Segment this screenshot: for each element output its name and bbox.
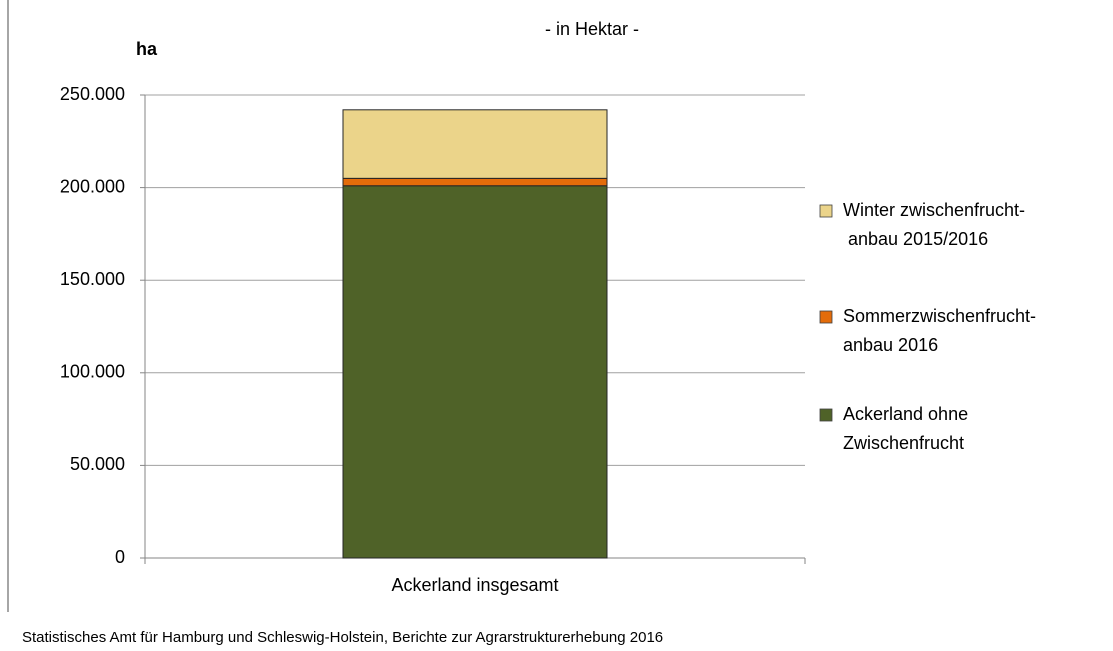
y-tick-label: 150.000 — [60, 269, 125, 289]
legend-swatch — [819, 408, 833, 422]
legend-swatch — [819, 310, 833, 324]
y-tick-label: 250.000 — [60, 84, 125, 104]
legend-label: Sommerzwischenfrucht-anbau 2016 — [843, 306, 1036, 355]
y-tick-label: 50.000 — [70, 454, 125, 474]
y-axis-label: ha — [136, 39, 158, 59]
legend-label: Winter zwischenfrucht- anbau 2015/2016 — [843, 200, 1025, 249]
bar-segment — [342, 177, 608, 187]
bar-segment — [342, 185, 608, 559]
legend-swatch — [819, 204, 833, 218]
y-tick-label: 0 — [115, 547, 125, 567]
x-tick-label: Ackerland insgesamt — [391, 575, 558, 595]
y-tick-label: 100.000 — [60, 362, 125, 382]
chart-subtitle: - in Hektar - — [545, 19, 639, 39]
bar-segment — [342, 109, 608, 179]
y-tick-label: 200.000 — [60, 176, 125, 196]
source-note: Statistisches Amt für Hamburg und Schles… — [22, 629, 663, 646]
legend-label: Ackerland ohne Zwischenfrucht — [843, 404, 968, 453]
